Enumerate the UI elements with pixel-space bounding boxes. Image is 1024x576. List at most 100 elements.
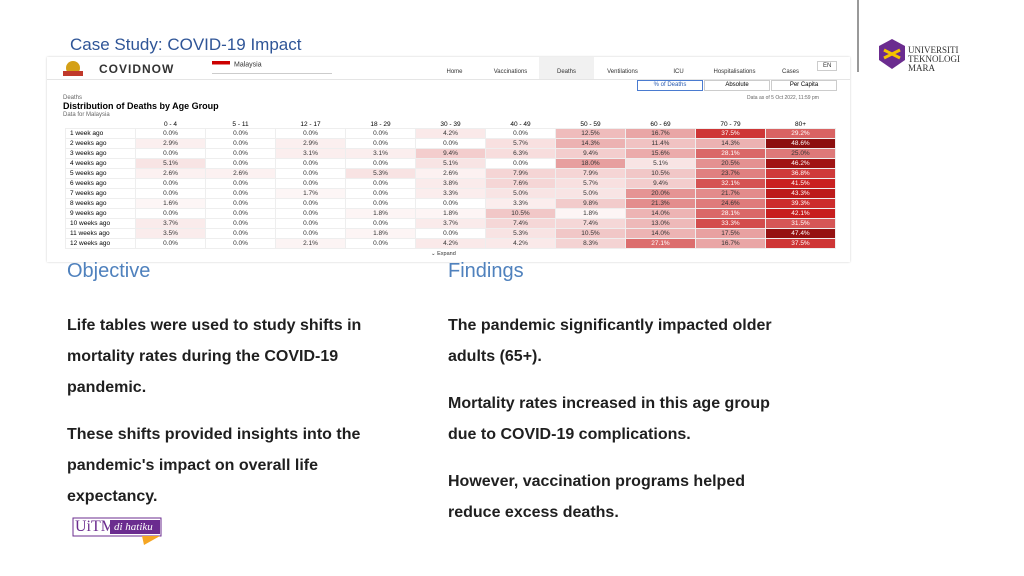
heat-cell: 0.0% (345, 138, 416, 149)
row-label: 6 weeks ago (65, 178, 136, 189)
row-label: 12 weeks ago (65, 238, 136, 249)
tab[interactable]: % of Deaths (637, 80, 703, 91)
heat-cell: 3.1% (345, 148, 416, 159)
row-label: 10 weeks ago (65, 218, 136, 229)
heat-cell: 14.3% (555, 138, 626, 149)
heat-cell: 0.0% (345, 238, 416, 249)
heat-cell: 0.0% (275, 198, 346, 209)
table-row: 5 weeks ago 2.6% 2.6% 0.0% 5.3% 2.6% 7.9% 7.9% 1… (65, 168, 836, 179)
heat-cell: 5.0% (485, 188, 556, 199)
heat-cell: 0.0% (135, 178, 206, 189)
nav-item[interactable]: Vaccinations (493, 69, 528, 75)
heat-cell: 0.0% (275, 208, 346, 219)
heat-cell: 47.4% (765, 228, 836, 239)
heat-cell: 5.1% (135, 158, 206, 169)
table-row: 2 weeks ago 2.9% 0.0% 2.9% 0.0% 0.0% 5.7% 14.3%… (65, 138, 836, 149)
heat-cell: 0.0% (205, 148, 276, 159)
corner (66, 120, 136, 129)
logo-line: TEKNOLOGI (908, 54, 960, 64)
heat-cell: 20.5% (695, 158, 766, 169)
row-label: 7 weeks ago (65, 188, 136, 199)
column-header: 40 - 49 (510, 120, 531, 128)
tab[interactable]: Per Capita (771, 80, 837, 91)
row-label: 8 weeks ago (65, 198, 136, 209)
heat-cell: 5.1% (625, 158, 696, 169)
heat-cell: 0.0% (275, 228, 346, 239)
heat-cell: 32.1% (695, 178, 766, 189)
findings-heading: Findings (448, 260, 524, 282)
row-label: 4 weeks ago (65, 158, 136, 169)
heat-cell: 10.5% (555, 228, 626, 239)
heat-cell: 3.3% (415, 188, 486, 199)
heat-cell: 3.3% (485, 198, 556, 209)
column-header: 30 - 39 (440, 120, 461, 128)
header-row: 0 - 4 5 - 11 12 - 17 18 - 29 30 - 39 40 - 49 5… (66, 120, 836, 129)
heat-cell: 9.4% (415, 148, 486, 159)
heat-cell: 1.8% (415, 208, 486, 219)
heat-cell: 0.0% (415, 138, 486, 149)
uitm-logo: UiTM di hatiku (72, 516, 162, 546)
heat-cell: 5.3% (485, 228, 556, 239)
table-row: 4 weeks ago 5.1% 0.0% 0.0% 0.0% 5.1% 0.0% 18.0%… (65, 158, 836, 169)
heat-cell: 2.1% (275, 238, 346, 249)
country-select[interactable]: Malaysia (212, 61, 332, 74)
heat-cell: 5.7% (555, 178, 626, 189)
heat-cell: 9.4% (555, 148, 626, 159)
heat-cell: 0.0% (205, 158, 276, 169)
heat-cell: 33.3% (695, 218, 766, 229)
heat-cell: 0.0% (135, 148, 206, 159)
heat-cell: 5.0% (555, 188, 626, 199)
heat-cell: 3.7% (415, 218, 486, 229)
heat-cell: 18.0% (555, 158, 626, 169)
column-header: 50 - 59 (580, 120, 601, 128)
logo-text: UNIVERSITI TEKNOLOGI MARA (908, 46, 960, 73)
heat-cell: 1.6% (135, 198, 206, 209)
row-label: 5 weeks ago (65, 168, 136, 179)
heat-cell: 5.1% (415, 158, 486, 169)
heat-cell: 27.1% (625, 238, 696, 249)
heat-cell: 0.0% (275, 128, 346, 139)
heat-cell: 42.1% (765, 208, 836, 219)
heat-cell: 0.0% (135, 188, 206, 199)
row-label: 3 weeks ago (65, 148, 136, 159)
heat-cell: 11.4% (625, 138, 696, 149)
divider (857, 0, 859, 72)
logo-line: MARA (908, 63, 936, 73)
nav-bar: COVIDNOW Malaysia Home Vaccinations Deaths… (47, 57, 850, 80)
heat-cell: 14.0% (625, 208, 696, 219)
heat-cell: 10.5% (485, 208, 556, 219)
heat-cell: 1.8% (345, 208, 416, 219)
nav-item[interactable]: ICU (673, 69, 684, 75)
heat-cell: 1.8% (345, 228, 416, 239)
heat-cell: 37.5% (765, 238, 836, 249)
nav-item[interactable]: Hospitalisations (713, 69, 756, 75)
expand-button[interactable]: ⌄ Expand (431, 251, 456, 257)
heat-cell: 0.0% (205, 198, 276, 209)
table-row: 3 weeks ago 0.0% 0.0% 3.1% 3.1% 9.4% 6.3% 9.4% 1… (65, 148, 836, 159)
nav-item[interactable]: Cases (781, 69, 799, 75)
paragraph: Mortality rates increased in this age gr… (448, 395, 770, 443)
nav-item[interactable]: Deaths (539, 57, 594, 79)
language[interactable]: EN (817, 61, 838, 71)
paragraph: Life tables were used to study shifts in… (67, 317, 362, 396)
heat-cell: 20.0% (625, 188, 696, 199)
nav-item[interactable]: Ventilations (607, 69, 638, 75)
heat-cell: 16.7% (625, 128, 696, 139)
row-label: 2 weeks ago (65, 138, 136, 149)
tab[interactable]: Absolute (704, 80, 770, 91)
brand: COVIDNOW (99, 62, 175, 76)
nav-item[interactable]: Home (446, 69, 463, 75)
table-subtitle: Data for Malaysia (63, 112, 110, 118)
heat-cell: 24.6% (695, 198, 766, 209)
table-row: 11 weeks ago 3.5% 0.0% 0.0% 1.8% 0.0% 5.3% 10.5… (65, 228, 836, 239)
heat-cell: 2.6% (415, 168, 486, 179)
heat-cell: 7.9% (555, 168, 626, 179)
row-label: 1 week ago (65, 128, 136, 139)
column-header: 80+ (794, 120, 807, 128)
heat-cell: 1.7% (275, 188, 346, 199)
heat-cell: 0.0% (275, 178, 346, 189)
heat-cell: 3.5% (135, 228, 206, 239)
heat-cell: 6.3% (485, 148, 556, 159)
column-header: 70 - 79 (720, 120, 741, 128)
